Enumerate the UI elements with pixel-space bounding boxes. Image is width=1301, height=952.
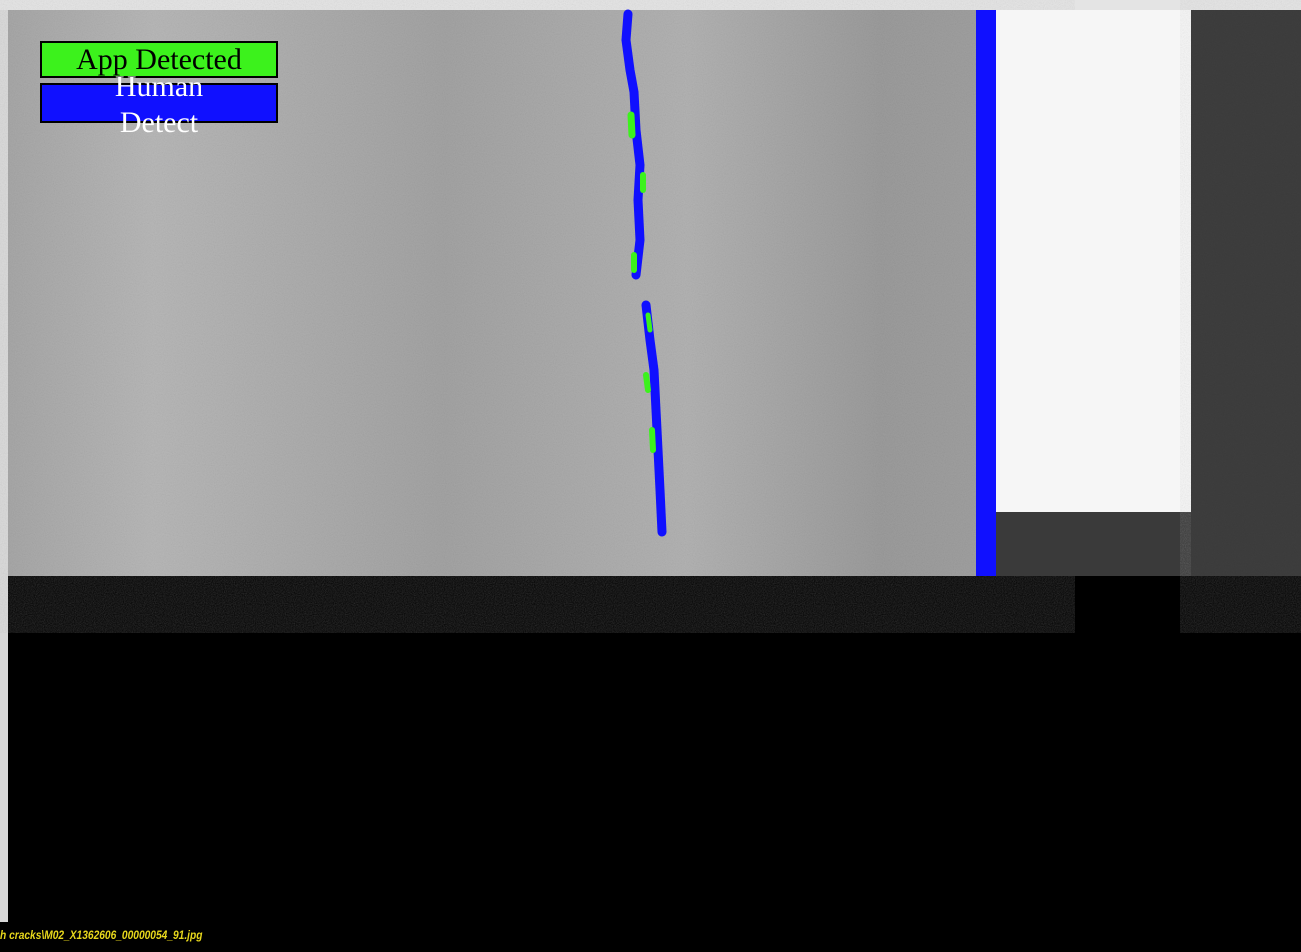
- left-border: [0, 10, 8, 922]
- app-crack: [646, 375, 648, 390]
- image-viewer: [0, 0, 1301, 952]
- dark-region: [1191, 10, 1301, 576]
- dark-strip: [995, 512, 1191, 576]
- app-crack: [648, 315, 650, 330]
- page: App Detected Human Detect h cracks\M02_X…: [0, 0, 1301, 952]
- app-crack: [652, 430, 653, 450]
- legend-human-detect: Human Detect: [40, 83, 278, 123]
- human-edge-line: [976, 10, 996, 576]
- white-panel: [995, 10, 1191, 512]
- legend-label: Human Detect: [82, 69, 236, 141]
- file-path: h cracks\M02_X1362606_00000054_91.jpg: [0, 928, 202, 942]
- top-bar: [0, 0, 1301, 10]
- app-crack: [631, 115, 632, 135]
